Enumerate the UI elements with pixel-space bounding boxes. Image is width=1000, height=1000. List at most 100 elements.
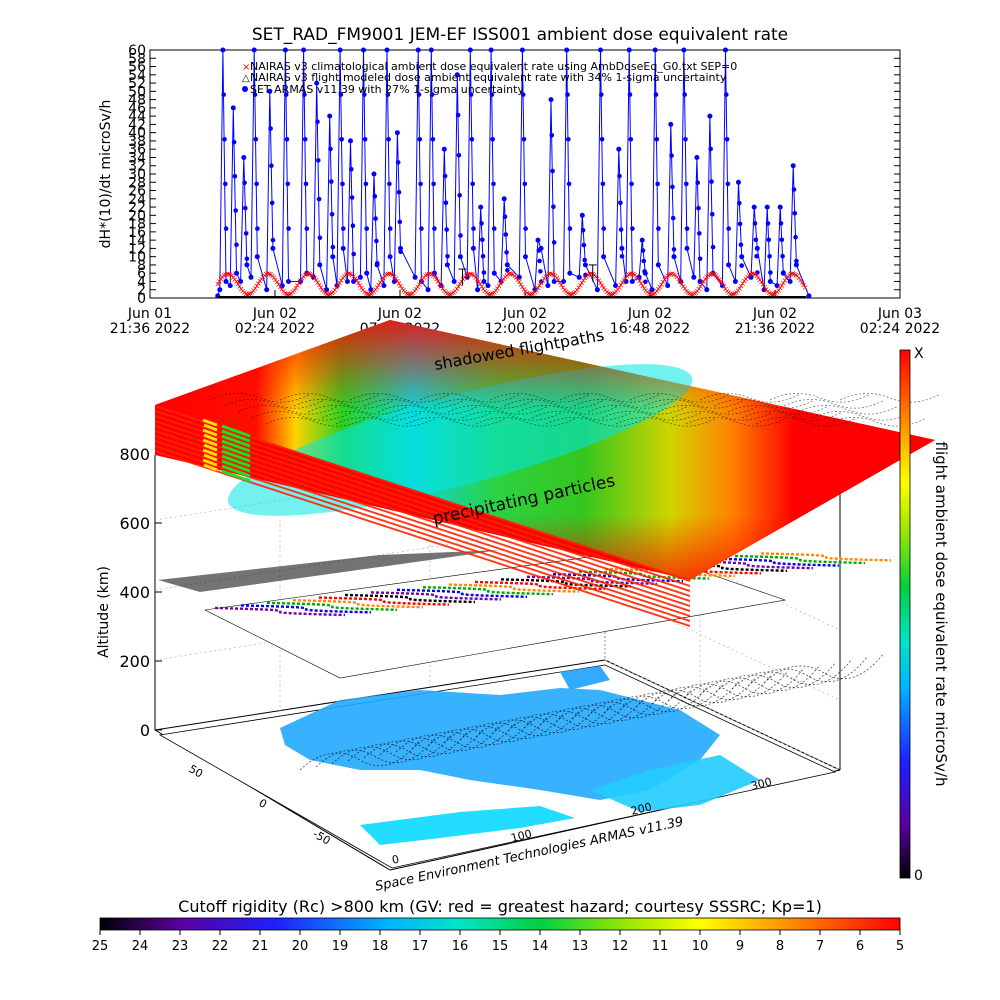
nairas-point: × xyxy=(628,269,635,278)
nairas-point: × xyxy=(278,285,285,294)
nairas-point: × xyxy=(699,280,706,289)
nairas-point: × xyxy=(658,280,665,289)
armas-point xyxy=(481,270,487,275)
nairas-point: × xyxy=(313,276,320,285)
nairas-point: × xyxy=(233,277,240,286)
armas-point xyxy=(806,293,812,299)
colorbar-right-top: X xyxy=(914,346,924,362)
lat-tick-50: 50 xyxy=(187,762,206,780)
armas-point xyxy=(504,262,510,268)
nairas-point: × xyxy=(566,290,573,299)
nairas-point: × xyxy=(374,283,381,292)
nairas-point: × xyxy=(788,270,795,279)
nairas-point: × xyxy=(344,270,351,279)
ground-track xyxy=(635,676,757,708)
nairas-point: × xyxy=(435,277,442,286)
nairas-point: × xyxy=(799,278,806,287)
armas-point xyxy=(385,92,391,97)
armas-point xyxy=(468,92,474,97)
nairas-point: × xyxy=(764,287,771,296)
armas-point xyxy=(654,137,660,142)
ground-track xyxy=(683,667,805,699)
nairas-point: × xyxy=(714,273,721,282)
x-tick-label-date: Jun 03 xyxy=(877,306,922,322)
orbit-track xyxy=(448,583,580,593)
armas-point xyxy=(694,155,700,160)
armas-point xyxy=(455,112,461,118)
nairas-point: × xyxy=(255,279,262,288)
armas-point xyxy=(629,181,634,187)
armas-point xyxy=(656,226,661,231)
nairas-point: × xyxy=(422,271,429,280)
nairas-point: × xyxy=(424,270,431,279)
nairas-point: × xyxy=(721,282,728,291)
armas-point xyxy=(269,163,274,168)
nairas-point: × xyxy=(442,288,449,297)
ground-track xyxy=(379,724,501,756)
plane-slab-yellow xyxy=(202,458,218,467)
armas-point xyxy=(364,226,370,231)
nairas-point: × xyxy=(480,285,487,294)
armas-point xyxy=(394,130,400,136)
orbit-track xyxy=(422,586,554,596)
armas-point xyxy=(498,279,504,284)
nairas-point: × xyxy=(472,273,479,282)
armas-point xyxy=(724,92,729,97)
lon-tick-200: 200 xyxy=(630,800,654,818)
nairas-point: × xyxy=(524,288,531,297)
armas-point xyxy=(684,181,689,187)
legend-item-armas: SET ARMAS v11.39 with 27% 1-sigma uncert… xyxy=(250,83,524,96)
armas-point xyxy=(627,92,633,97)
armas-point xyxy=(640,248,646,253)
nairas-point: × xyxy=(555,276,562,285)
armas-point xyxy=(748,274,754,280)
nairas-point: × xyxy=(336,278,343,287)
nairas-point: × xyxy=(613,287,620,296)
nairas-point: × xyxy=(635,274,642,283)
armas-point xyxy=(535,237,541,243)
y-tick-label: 12 xyxy=(128,241,146,257)
nairas-point: × xyxy=(391,272,398,281)
armas-point xyxy=(238,279,244,284)
nairas-point: × xyxy=(388,270,395,279)
nairas-point: × xyxy=(736,284,743,293)
orbit-ribbon xyxy=(204,549,787,679)
nairas-point: × xyxy=(769,290,776,299)
armas-point xyxy=(286,226,291,231)
nairas-point: × xyxy=(582,274,589,283)
nairas-point: × xyxy=(619,278,626,287)
armas-point xyxy=(243,205,248,211)
nairas-point: × xyxy=(347,270,354,279)
armas-point xyxy=(371,171,377,177)
ocean-shapes xyxy=(280,666,760,845)
armas-point xyxy=(739,263,744,268)
armas-point xyxy=(398,249,403,254)
z-tick-label: 200 xyxy=(119,652,150,671)
nairas-point: × xyxy=(216,277,223,286)
armas-point xyxy=(580,227,586,233)
ground-track xyxy=(763,652,885,684)
nairas-point: × xyxy=(789,269,796,278)
nairas-point: × xyxy=(286,290,293,299)
nairas-point: × xyxy=(638,279,645,288)
nairas-point: × xyxy=(564,289,571,298)
armas-point xyxy=(269,200,275,206)
nairas-point: × xyxy=(763,285,770,294)
armas-point xyxy=(642,269,647,274)
nairas-point: × xyxy=(346,269,353,278)
nairas-point: × xyxy=(722,285,729,294)
nairas-point: × xyxy=(667,269,674,278)
y-tick-label: 50 xyxy=(128,84,146,100)
nairas-point: × xyxy=(294,281,301,290)
x-tick-label-date: Jun 02 xyxy=(627,306,672,322)
plane-slab-green xyxy=(221,454,251,468)
plane-track xyxy=(797,405,899,415)
armas-point xyxy=(682,92,687,97)
ground-tracks xyxy=(299,652,885,771)
nairas-point: × xyxy=(421,273,428,282)
nairas-point: × xyxy=(438,282,445,291)
nairas-point: × xyxy=(591,270,598,279)
armas-point xyxy=(253,137,259,142)
cb-tick-label: 24 xyxy=(132,939,149,954)
plane-slab xyxy=(155,430,690,607)
